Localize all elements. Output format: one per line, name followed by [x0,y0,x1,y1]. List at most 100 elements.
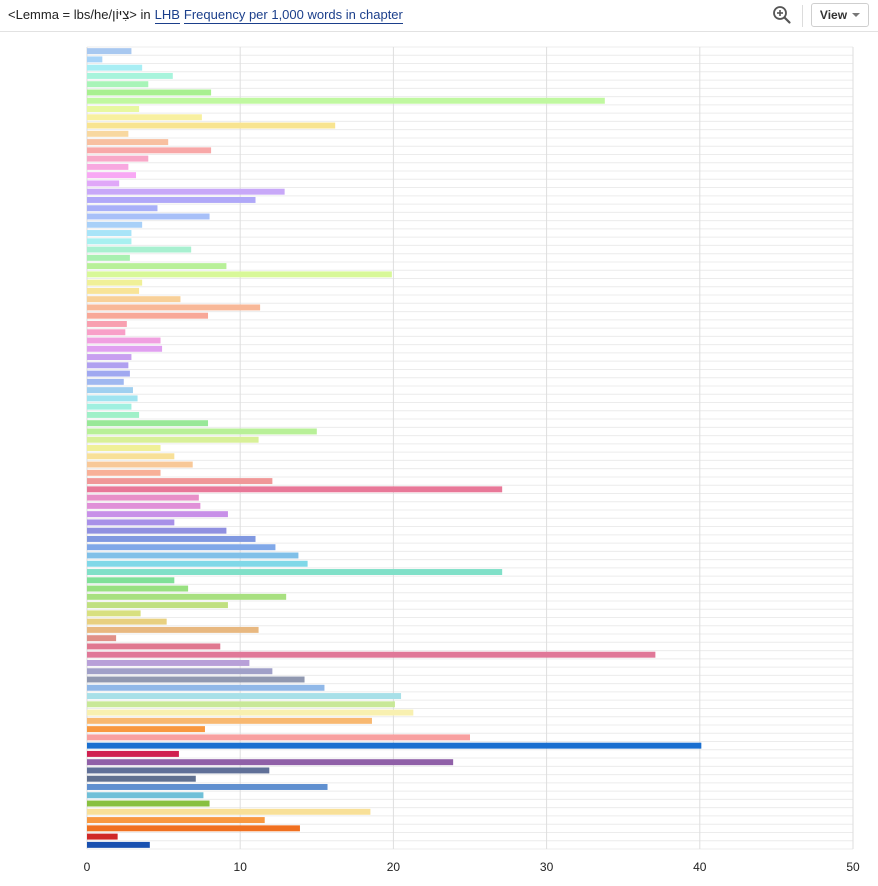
bar [87,254,130,261]
bar [87,72,173,79]
bar [87,577,175,584]
bar [87,668,273,675]
bar [87,841,150,848]
bar [87,312,209,319]
bar [87,651,656,658]
bar [87,709,414,716]
bar [87,742,702,749]
bar [87,321,127,327]
query-suffix: > in [129,7,151,22]
query-prefix: <Lemma = lbs/he/ [8,7,113,22]
bar [87,800,210,807]
bar [87,428,317,435]
bar [87,378,124,385]
bar [87,263,227,270]
bar [87,188,285,195]
bar [87,833,118,840]
bar [87,213,210,220]
bar [87,221,143,228]
bar [87,684,325,691]
bar [87,420,209,427]
bar [87,726,205,733]
bar [87,775,196,782]
bar [87,569,503,575]
bar [87,461,193,468]
bar [87,593,287,600]
x-tick-label: 40 [693,860,707,874]
bar [87,676,305,683]
bar [87,478,273,485]
bar [87,560,308,567]
bar [87,370,130,377]
query-hebrew-word: צִיּוֹן [112,7,130,22]
bar [87,279,143,286]
bar [87,196,256,203]
x-tick-label: 10 [234,860,248,874]
bar [87,155,149,162]
bar [87,403,132,410]
bar [87,180,120,187]
bar [87,436,259,443]
bar [87,64,143,71]
measure-link[interactable]: Frequency per 1,000 words in chapter [183,7,403,24]
bar [87,808,371,815]
bar [87,585,189,592]
bar [87,345,163,352]
x-tick-label: 0 [84,860,91,874]
bar [87,238,132,245]
bar [87,759,454,766]
bar [87,734,470,741]
bar [87,354,132,361]
zoom-in-button[interactable] [770,3,794,27]
bar [87,535,256,542]
zoom-in-icon [773,6,791,24]
bar [87,527,227,534]
x-tick-label: 20 [387,860,401,874]
bar [87,825,300,832]
bar [87,494,199,501]
bar [87,693,402,700]
bar [87,395,138,402]
bar [87,544,276,551]
toolbar-divider [802,5,803,27]
bar [87,411,140,418]
query-text: <Lemma = lbs/he/צִיּוֹן> in LHB Frequency … [8,6,403,24]
bar [87,387,133,394]
bar [87,618,167,625]
view-dropdown-button[interactable]: View [811,3,869,27]
bar [87,296,181,303]
bar [87,784,328,790]
bar [87,106,140,112]
bar [87,147,212,154]
bar [87,163,129,170]
bar [87,172,137,179]
bar [87,362,129,369]
bar [87,89,212,96]
x-tick-label: 30 [540,860,554,874]
bar [87,767,270,774]
bar [87,304,261,311]
bar [87,792,204,799]
bar [87,230,132,237]
bar-chart: 0 10 20 30 40 50 [84,46,860,874]
corpus-link[interactable]: LHB [154,7,180,24]
bar [87,287,140,294]
bar [87,56,103,63]
bar [87,486,503,493]
x-tick-label: 50 [846,860,860,874]
bar [87,271,392,278]
bar [87,717,372,724]
bar [87,701,395,708]
bar [87,139,169,146]
bar [87,502,201,509]
bar [87,329,126,336]
bar [87,817,265,824]
bar [87,635,117,642]
bar [87,337,161,344]
bar [87,519,175,526]
bar [87,48,132,55]
bar [87,750,179,757]
bar [87,602,228,609]
bar [87,205,158,212]
bar [87,511,228,518]
